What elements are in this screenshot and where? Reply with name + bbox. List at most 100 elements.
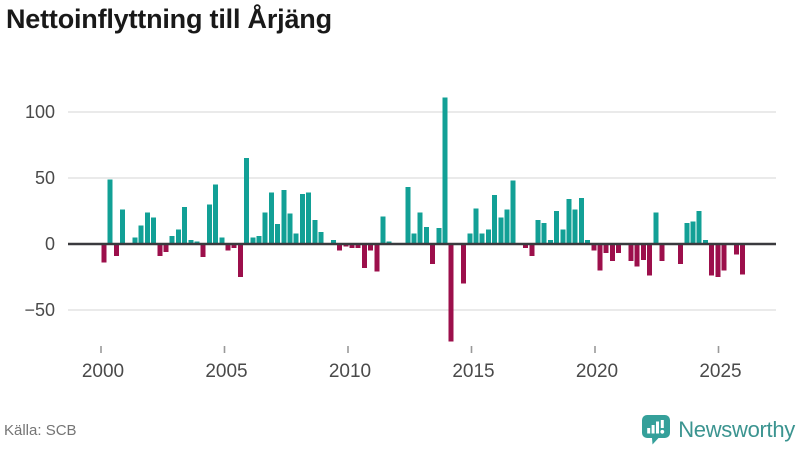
bar-2016-q3 [510,180,516,244]
bar-2021-q3 [634,244,640,267]
bar-2018-q4 [566,199,572,244]
bar-2015-q2 [479,233,485,244]
bar-2005-q2 [231,244,237,248]
bar-2009-q4 [343,244,349,247]
x-tick-label-2000: 2000 [82,361,124,382]
bar-2015-q4 [492,195,498,244]
bar-2007-q2 [281,189,287,244]
bar-2008-q1 [299,193,305,244]
bar-2001-q4 [144,212,150,244]
bar-2003-q1 [175,229,181,244]
bar-2012-q2 [405,187,411,244]
newsworthy-wordmark: Newsworthy [678,417,795,442]
bar-2015-q1 [473,208,479,244]
bar-2010-q3 [361,244,367,268]
bar-2000-q2 [107,179,113,244]
bar-2019-q3 [585,240,591,244]
bar-2025-q3 [733,244,739,255]
y-tick-label-0: 0 [45,234,55,254]
bar-2018-q2 [554,211,560,244]
bar-2002-q1 [151,217,157,244]
bar-2003-q3 [188,240,194,244]
bar-2020-q4 [616,244,622,254]
x-tick-label-2025: 2025 [699,361,741,382]
bar-2006-q1 [250,237,256,244]
bar-2017-q4 [541,222,547,244]
bar-2001-q3 [138,225,144,244]
bar-2007-q4 [293,233,299,244]
bar-2012-q3 [411,233,417,244]
bar-2023-q3 [684,222,690,244]
bar-2013-q2 [430,244,436,264]
bar-2007-q1 [275,224,281,244]
bar-2006-q3 [262,212,268,244]
bar-2011-q3 [386,241,392,244]
bar-2017-q2 [529,244,535,256]
bar-2010-q4 [368,244,374,251]
bar-2013-q3 [436,228,442,244]
bar-2025-q1 [721,244,727,271]
bar-2004-q2 [206,204,212,244]
bar-2020-q3 [609,244,615,262]
bar-2018-q3 [560,229,566,244]
bar-2020-q2 [603,244,609,254]
y-tick-label-50: 50 [35,168,55,188]
bar-2013-q4 [442,97,448,244]
bar-2011-q1 [374,244,380,272]
bar-2022-q3 [659,244,665,262]
bar-2010-q2 [355,244,361,248]
bar-2018-q1 [547,240,553,244]
bar-2000-q1 [101,244,107,263]
y-tick-label--50: −50 [24,300,55,320]
bar-2006-q2 [256,236,262,244]
x-tick-label-2010: 2010 [329,361,371,382]
bar-2005-q1 [225,244,231,251]
bar-2002-q4 [169,236,175,244]
bar-2001-q2 [132,237,138,244]
bar-2024-q3 [709,244,715,276]
bar-2016-q1 [498,217,504,244]
bar-2014-q1 [448,244,454,342]
bar-2019-q1 [572,209,578,244]
y-tick-label-100: 100 [25,102,55,122]
bar-2004-q4 [219,237,225,244]
bar-2012-q4 [417,212,423,244]
bar-2004-q3 [213,184,219,244]
bar-2004-q1 [200,244,206,258]
bar-2003-q2 [182,207,188,244]
bar-2002-q3 [163,244,169,252]
bar-2021-q2 [628,244,634,262]
bar-2022-q1 [647,244,653,276]
bar-2005-q3 [237,244,243,277]
bar-2010-q1 [349,244,355,248]
bar-2024-q4 [715,244,721,277]
bar-2019-q4 [591,244,597,251]
bar-2002-q2 [157,244,163,256]
chart-title: Nettoinflyttning till Årjäng [6,4,332,34]
bar-2011-q2 [380,216,386,244]
bar-2025-q4 [740,244,746,275]
x-tick-label-2020: 2020 [576,361,618,382]
x-tick-label-2005: 2005 [205,361,247,382]
bar-2016-q2 [504,209,510,244]
bar-2013-q1 [423,226,429,244]
bar-2008-q3 [312,220,318,244]
newsworthy-icon [642,415,671,445]
bar-2007-q3 [287,213,293,244]
bar-2005-q4 [244,158,250,244]
x-tick-label-2015: 2015 [452,361,494,382]
bar-2017-q3 [535,220,541,244]
bar-2024-q1 [696,211,702,244]
bar-2003-q4 [194,241,200,244]
bar-2009-q2 [330,240,336,244]
bar-2022-q2 [653,212,659,244]
bar-2000-q3 [113,244,119,256]
bar-2015-q3 [485,229,491,244]
bar-2017-q1 [523,244,529,248]
bar-2019-q2 [578,197,584,244]
bar-2000-q4 [120,209,126,244]
bar-2014-q4 [467,233,473,244]
source-label: Källa: SCB [4,422,77,439]
